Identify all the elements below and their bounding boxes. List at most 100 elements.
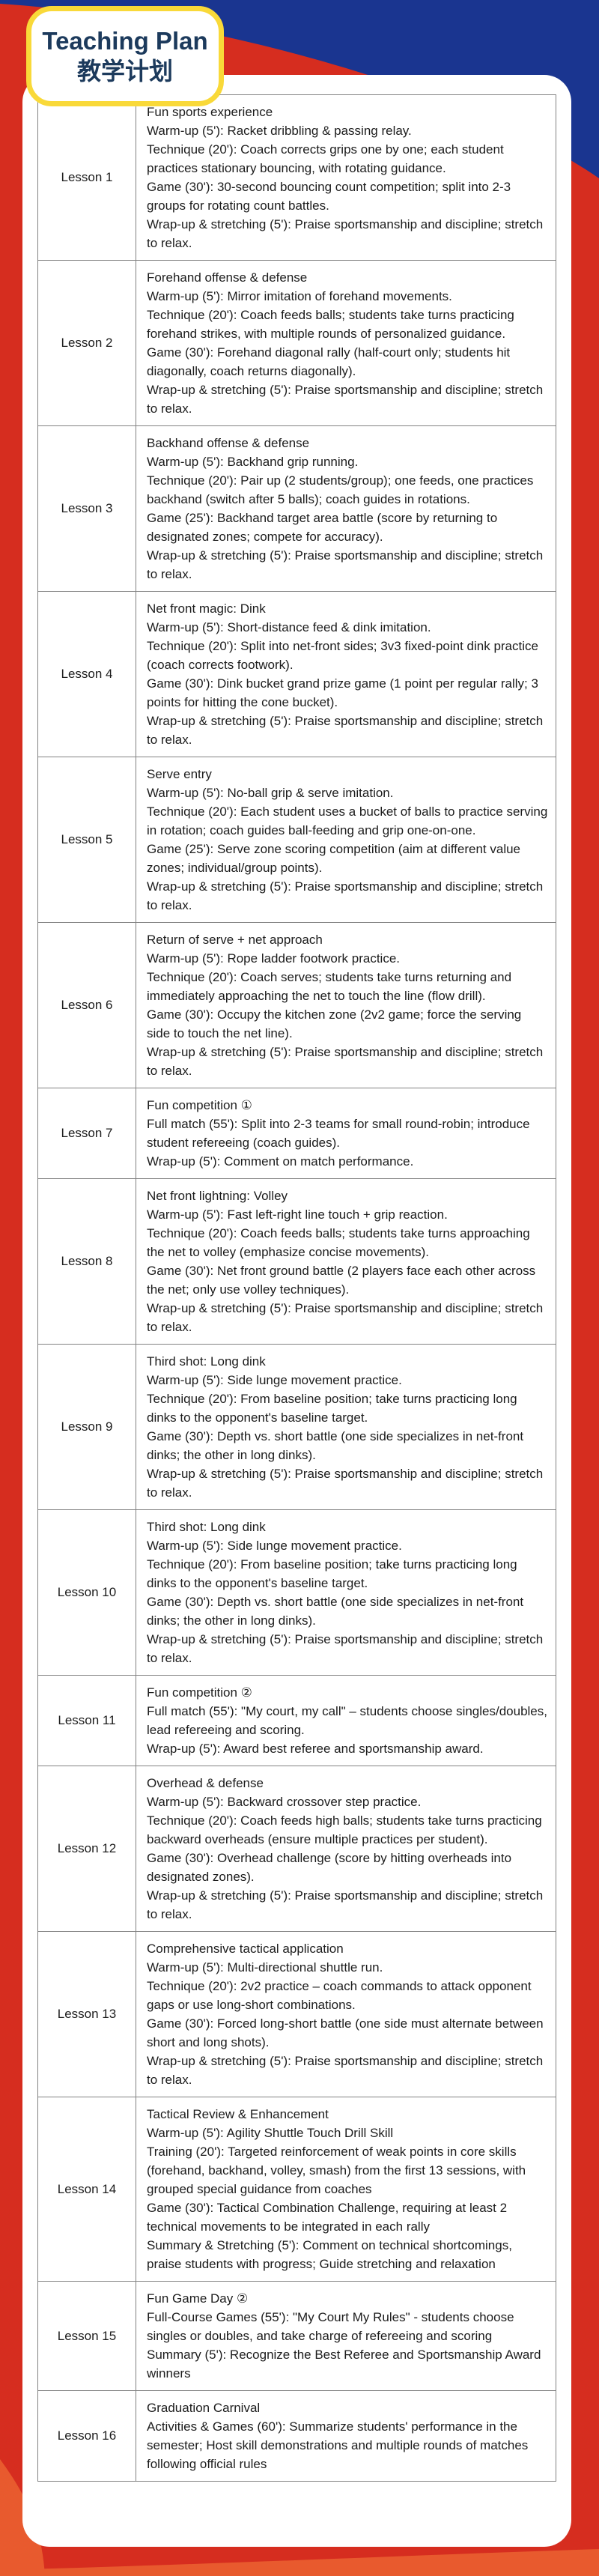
lesson-activity-line: Technique (20'): Coach corrects grips on…	[147, 142, 504, 175]
lesson-title-line: Fun Game Day ②	[147, 2291, 249, 2306]
lesson-title-line: Graduation Carnival	[147, 2401, 261, 2415]
lesson-activity-line: Technique (20'): Each student uses a buc…	[147, 804, 548, 837]
lesson-activity-line: Summary (5'): Recognize the Best Referee…	[147, 2348, 541, 2380]
page-title-chinese: 教学计划	[76, 57, 173, 85]
lesson-label: Lesson 7	[37, 1088, 136, 1179]
lesson-label: Lesson 4	[37, 591, 136, 757]
lesson-activity-line: Warm-up (5'): Side lunge movement practi…	[147, 1373, 402, 1387]
lesson-activity-line: Game (30'): Forehand diagonal rally (hal…	[147, 345, 511, 378]
table-row: Lesson 7 Fun competition ① Full match (55'…	[37, 1088, 556, 1179]
table-row: Lesson 13 Comprehensive tactical applicat…	[37, 1931, 556, 2097]
lesson-activity-line: Warm-up (5'): Fast left-right line touch…	[147, 1207, 448, 1222]
lesson-activity-line: Game (30'): Dink bucket grand prize game…	[147, 676, 538, 709]
lesson-activity-line: Warm-up (5'): Backward crossover step pr…	[147, 1795, 422, 1809]
page-title: Teaching Plan	[42, 26, 208, 55]
table-row: Lesson 9 Third shot: Long dink Warm-up (5'…	[37, 1344, 556, 1510]
lesson-activity-line: Game (30'): Net front ground battle (2 p…	[147, 1264, 536, 1297]
lesson-label: Lesson 2	[37, 260, 136, 426]
lesson-activity-line: Technique (20'): Split into net-front si…	[147, 639, 538, 672]
lesson-label: Lesson 11	[37, 1675, 136, 1766]
lesson-label: Lesson 5	[37, 757, 136, 923]
table-row: Lesson 5 Serve entry Warm-up (5'): No-ball…	[37, 757, 556, 923]
lesson-title-line: Return of serve + net approach	[147, 933, 323, 947]
lesson-content: Third shot: Long dink Warm-up (5'): Side …	[136, 1509, 556, 1676]
lesson-activity-line: Warm-up (5'): Rope ladder footwork pract…	[147, 951, 401, 966]
lesson-activity-line: Game (30'): Overhead challenge (score by…	[147, 1851, 512, 1884]
table-row: Lesson 10 Third shot: Long dink Warm-up (5…	[37, 1509, 556, 1676]
lesson-label: Lesson 13	[37, 1931, 136, 2097]
lesson-content: Backhand offense & defense Warm-up (5'): …	[136, 425, 556, 592]
lesson-title-line: Backhand offense & defense	[147, 436, 310, 450]
lesson-label: Lesson 6	[37, 922, 136, 1088]
lesson-label: Lesson 3	[37, 425, 136, 592]
lesson-content: Overhead & defense Warm-up (5'): Backward…	[136, 1766, 556, 1932]
lesson-activity-line: Wrap-up & stretching (5'): Praise sports…	[147, 1632, 544, 1665]
lesson-label: Lesson 9	[37, 1344, 136, 1510]
lesson-activity-line: Warm-up (5'): Racket dribbling & passing…	[147, 124, 412, 138]
lesson-content: Fun competition ② Full match (55'): "My c…	[136, 1675, 556, 1766]
lesson-activity-line: Game (25'): Serve zone scoring competiti…	[147, 842, 521, 875]
table-row: Lesson 6 Return of serve + net approach Wa…	[37, 922, 556, 1088]
lesson-activity-line: Warm-up (5'): No-ball grip & serve imita…	[147, 786, 394, 800]
lesson-activity-line: Warm-up (5'): Agility Shuttle Touch Dril…	[147, 2126, 394, 2140]
lesson-activity-line: Game (25'): Backhand target area battle …	[147, 511, 498, 544]
lesson-activity-line: Wrap-up & stretching (5'): Praise sports…	[147, 217, 544, 250]
lesson-title-line: Comprehensive tactical application	[147, 1942, 344, 1956]
lesson-table-body: Lesson 1 Fun sports experience Warm-up (5'…	[37, 94, 556, 2482]
lesson-label: Lesson 15	[37, 2281, 136, 2391]
lesson-title-line: Third shot: Long dink	[147, 1520, 266, 1534]
lesson-label: Lesson 12	[37, 1766, 136, 1932]
lesson-activity-line: Wrap-up & stretching (5'): Praise sports…	[147, 1467, 544, 1500]
lesson-activity-line: Wrap-up & stretching (5'): Praise sports…	[147, 1301, 544, 1334]
lesson-content: Graduation Carnival Activities & Games (6…	[136, 2390, 556, 2482]
table-row: Lesson 14 Tactical Review & Enhancement Wa…	[37, 2097, 556, 2282]
lesson-content: Fun competition ① Full match (55'): Split…	[136, 1088, 556, 1179]
lesson-activity-line: Technique (20'): Coach feeds high balls;…	[147, 1813, 542, 1846]
lesson-activity-line: Full-Course Games (55'): "My Court My Ru…	[147, 2310, 514, 2343]
table-row: Lesson 3 Backhand offense & defense Warm-u…	[37, 425, 556, 592]
lesson-activity-line: Warm-up (5'): Multi-directional shuttle …	[147, 1960, 383, 1975]
lesson-activity-line: Game (30'): Tactical Combination Challen…	[147, 2201, 508, 2234]
lesson-title-line: Net front lightning: Volley	[147, 1189, 288, 1203]
lesson-activity-line: Technique (20'): Coach serves; students …	[147, 970, 512, 1003]
lesson-activity-line: Warm-up (5'): Backhand grip running.	[147, 455, 359, 469]
lesson-activity-line: Wrap-up & stretching (5'): Praise sports…	[147, 383, 544, 416]
table-row: Lesson 8 Net front lightning: Volley Warm-…	[37, 1178, 556, 1345]
table-row: Lesson 4 Net front magic: Dink Warm-up (5'…	[37, 591, 556, 757]
lesson-title-line: Fun competition ②	[147, 1685, 252, 1700]
lesson-activity-line: Technique (20'): 2v2 practice – coach co…	[147, 1979, 532, 2012]
lesson-content: Return of serve + net approach Warm-up (5…	[136, 922, 556, 1088]
lesson-activity-line: Game (30'): 30-second bouncing count com…	[147, 180, 511, 213]
lesson-title-line: Overhead & defense	[147, 1776, 264, 1790]
lesson-content: Tactical Review & Enhancement Warm-up (5'…	[136, 2097, 556, 2282]
lesson-content: Net front lightning: Volley Warm-up (5'):…	[136, 1178, 556, 1345]
lesson-activity-line: Wrap-up (5'): Comment on match performan…	[147, 1154, 414, 1169]
lesson-title-line: Net front magic: Dink	[147, 601, 266, 616]
lesson-activity-line: Technique (20'): Coach feeds balls; stud…	[147, 1226, 530, 1259]
lesson-activity-line: Game (30'): Depth vs. short battle (one …	[147, 1429, 524, 1462]
table-row: Lesson 11 Fun competition ② Full match (55…	[37, 1675, 556, 1766]
lesson-activity-line: Warm-up (5'): Short-distance feed & dink…	[147, 620, 431, 634]
title-card: Teaching Plan 教学计划	[26, 6, 224, 106]
lesson-content: Fun Game Day ② Full-Course Games (55'): "…	[136, 2281, 556, 2391]
lesson-activity-line: Game (30'): Depth vs. short battle (one …	[147, 1595, 524, 1628]
table-row: Lesson 15 Fun Game Day ② Full-Course Games…	[37, 2281, 556, 2391]
lesson-title-line: Fun competition ①	[147, 1098, 252, 1112]
table-row: Lesson 2 Forehand offense & defense Warm-u…	[37, 260, 556, 426]
table-row: Lesson 12 Overhead & defense Warm-up (5'):…	[37, 1766, 556, 1932]
lesson-label: Lesson 14	[37, 2097, 136, 2282]
lesson-activity-line: Training (20'): Targeted reinforcement o…	[147, 2145, 526, 2196]
lesson-activity-line: Full match (55'): Split into 2-3 teams f…	[147, 1117, 530, 1150]
table-row: Lesson 16 Graduation Carnival Activities &…	[37, 2390, 556, 2482]
lesson-activity-line: Summary & Stretching (5'): Comment on te…	[147, 2238, 512, 2271]
teaching-plan-table: Lesson 1 Fun sports experience Warm-up (5'…	[37, 94, 556, 2482]
lesson-title-line: Tactical Review & Enhancement	[147, 2107, 329, 2121]
lesson-activity-line: Activities & Games (60'): Summarize stud…	[147, 2419, 529, 2471]
lesson-activity-line: Wrap-up (5'): Award best referee and spo…	[147, 1742, 484, 1756]
lesson-activity-line: Warm-up (5'): Mirror imitation of foreha…	[147, 289, 452, 303]
lesson-activity-line: Game (30'): Forced long-short battle (on…	[147, 2016, 544, 2049]
lesson-activity-line: Wrap-up & stretching (5'): Praise sports…	[147, 1888, 544, 1921]
lesson-activity-line: Full match (55'): "My court, my call" – …	[147, 1704, 547, 1737]
lesson-activity-line: Technique (20'): Coach feeds balls; stud…	[147, 308, 514, 341]
lesson-content: Fun sports experience Warm-up (5'): Racke…	[136, 94, 556, 261]
